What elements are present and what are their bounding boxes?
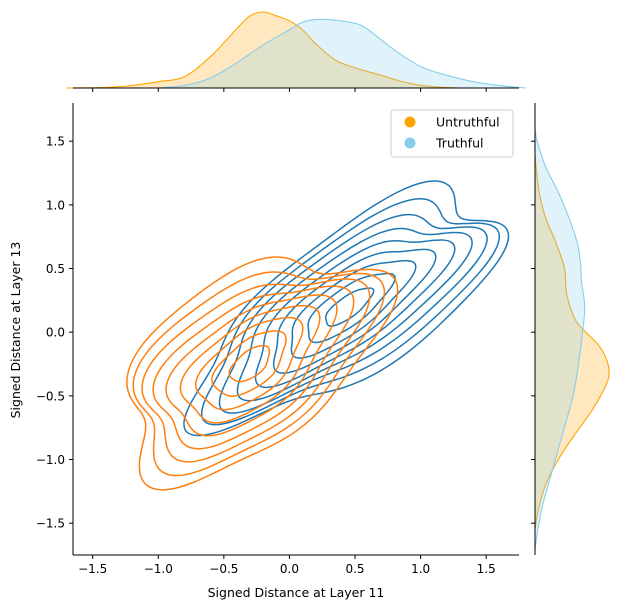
kde-contour-truthful-level-8	[200, 198, 501, 426]
marginal-y-line-truthful	[534, 128, 586, 549]
x-tick-label: 1.5	[477, 562, 496, 576]
kde-contour-untruthful-level-9	[126, 256, 399, 491]
kde-contour-truthful-level-9	[183, 180, 510, 437]
legend-label-truthful: Truthful	[435, 136, 483, 151]
kde-contour-truthful-level-1	[324, 287, 375, 327]
kde-contour-untruthful-level-6	[152, 285, 355, 450]
kde-contours	[126, 180, 510, 491]
y-axis-label: Signed Distance at Layer 13	[8, 242, 23, 419]
kde-contour-untruthful-level-7	[141, 278, 371, 463]
y-tick-label: 1.5	[46, 135, 65, 149]
y-tick-label: 0.5	[46, 262, 65, 276]
axes: −1.5 −1.0 −0.5 0.0 0.5 1.0 1.5 −1.5 −1.0 −0.5 0.0 0…	[36, 103, 519, 576]
x-tick-label: −1.5	[78, 562, 107, 576]
marginal-y-line-untruthful	[534, 153, 610, 530]
kde-contour-untruthful-level-2	[211, 330, 287, 397]
kde-contour-truthful-level-2	[307, 272, 396, 344]
kde-contour-truthful-level-5	[254, 239, 456, 389]
x-tick-label: 0.0	[280, 562, 299, 576]
kde-contour-untruthful-level-4	[179, 304, 321, 424]
y-tick-label: 1.0	[46, 198, 65, 212]
kde-contour-untruthful-level-3	[194, 316, 304, 411]
kde-contour-untruthful-level-1	[228, 345, 271, 383]
y-tick-label: −1.0	[36, 453, 65, 467]
legend-marker-truthful	[404, 137, 416, 149]
legend-marker-untruthful	[404, 116, 416, 128]
kde-contour-untruthful-level-8	[132, 271, 386, 477]
marginal-y-density	[531, 103, 610, 555]
marginal-x-density	[66, 11, 526, 92]
x-tick-label: 1.0	[411, 562, 430, 576]
marginal-x-fill-untruthful	[66, 12, 460, 88]
x-tick-label: −0.5	[209, 562, 238, 576]
y-tick-label: −1.5	[36, 517, 65, 531]
kde-contour-truthful-level-6	[236, 227, 473, 402]
marginal-x-line-truthful	[158, 18, 526, 89]
marginal-y-fill-truthful	[535, 128, 585, 549]
x-tick-label: 0.5	[345, 562, 364, 576]
y-tick-label: −0.5	[36, 389, 65, 403]
kde-contour-truthful-level-4	[272, 248, 437, 374]
marginal-y-fill-untruthful	[535, 153, 610, 530]
legend-frame	[390, 109, 514, 158]
x-axis-label: Signed Distance at Layer 11	[208, 585, 385, 600]
legend: Untruthful Truthful	[390, 109, 514, 158]
kde-contour-untruthful-level-5	[165, 294, 338, 437]
x-tick-label: −1.0	[144, 562, 173, 576]
marginal-x-line-untruthful	[66, 11, 460, 89]
y-tick-label: 0.0	[46, 326, 65, 340]
legend-label-untruthful: Untruthful	[436, 115, 500, 130]
marginal-x-fill-truthful	[158, 19, 526, 88]
kde-contour-truthful-level-7	[218, 213, 488, 414]
